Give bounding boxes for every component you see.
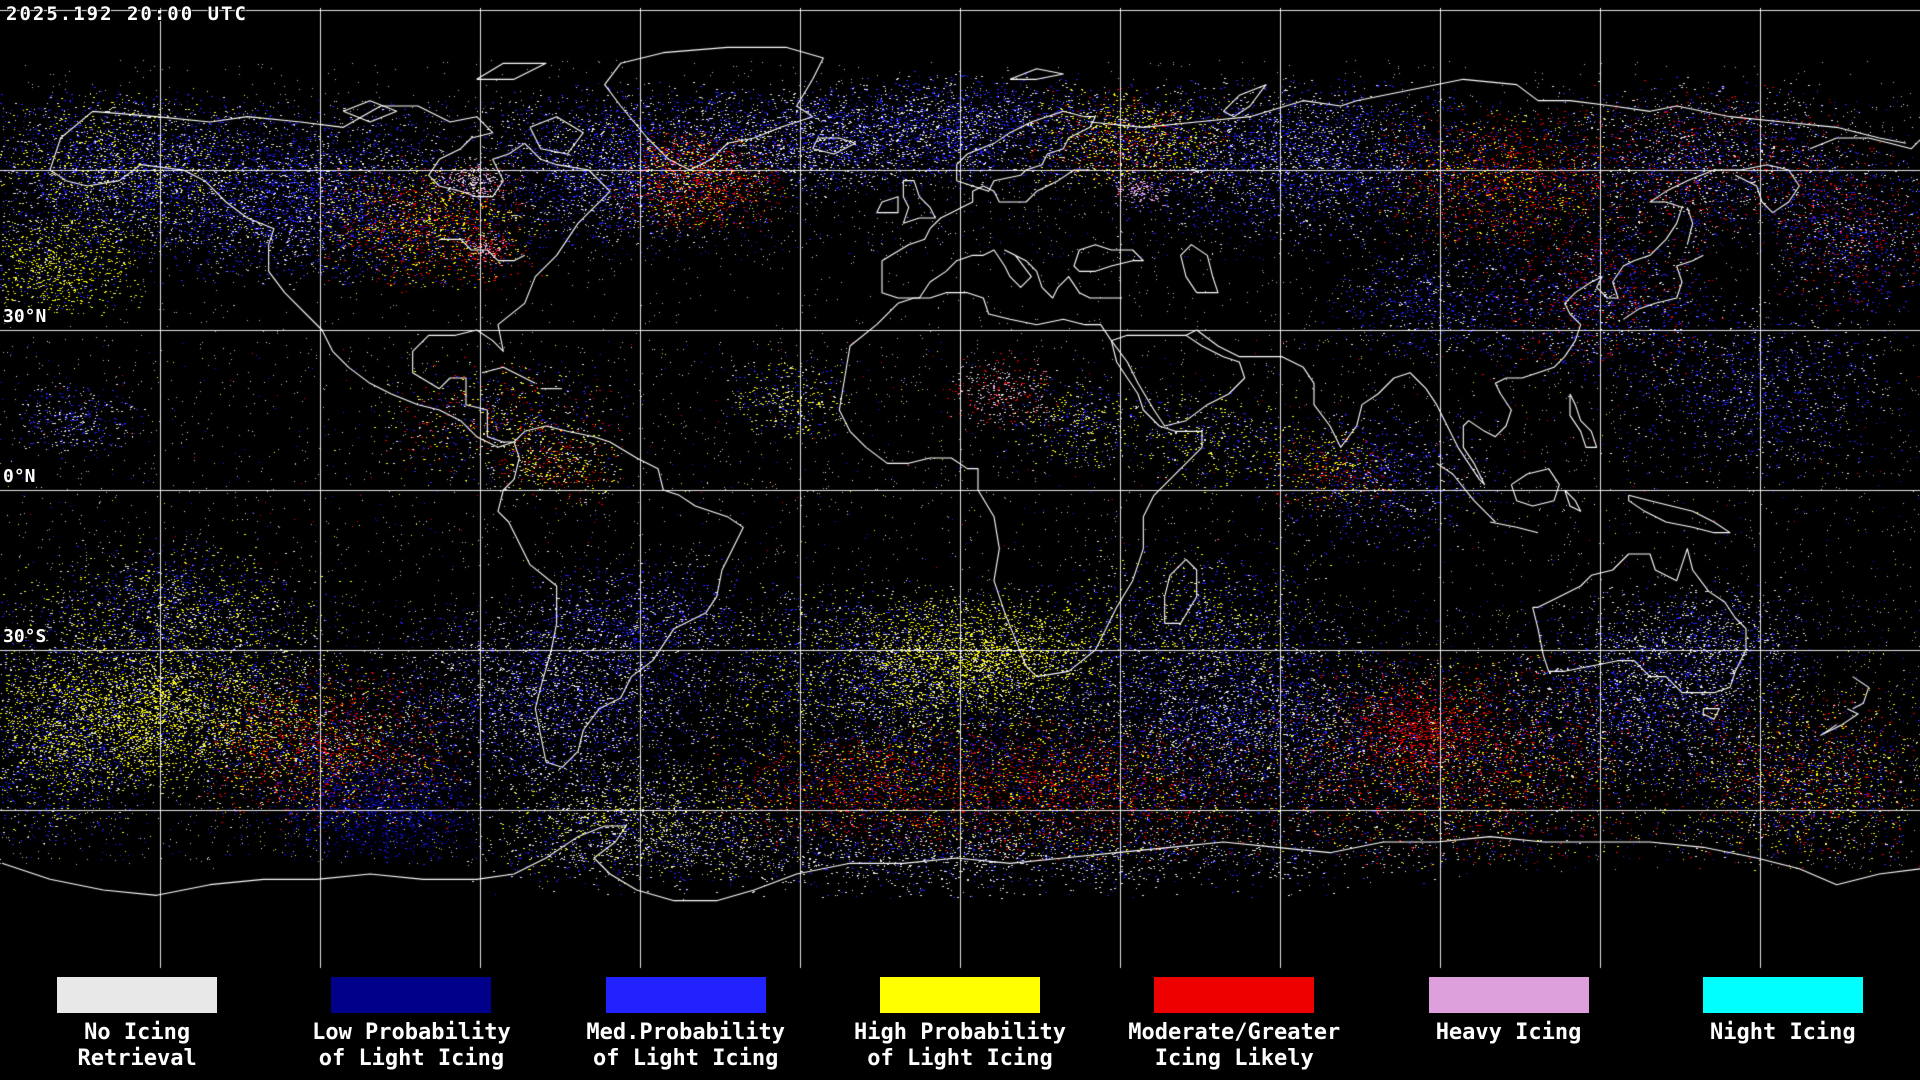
world-icing-map-canvas (0, 0, 1920, 970)
legend-swatch (1428, 977, 1589, 1013)
legend-label-line1: Med.Probability (586, 1020, 786, 1045)
legend-label-line2: of Light Icing (318, 1046, 505, 1071)
lat-label-0n: 0°N (3, 466, 36, 487)
legend-swatch (1154, 977, 1315, 1013)
legend-item-moderate-greater: Moderate/Greater Icing Likely (1097, 977, 1371, 1080)
legend-item-night-icing: Night Icing (1646, 977, 1920, 1080)
legend-label-line2: Icing Likely (1154, 1046, 1314, 1071)
legend-swatch (57, 977, 218, 1013)
legend-swatch (879, 977, 1040, 1013)
legend-swatch (1702, 977, 1863, 1013)
legend-label-line1: Low Probability (312, 1020, 511, 1045)
timestamp: 2025.192 20:00 UTC (6, 3, 248, 25)
legend-item-med-probability: Med.Probability of Light Icing (549, 977, 823, 1080)
map-area: 2025.192 20:00 UTC 30°N 0°N 30°S (0, 0, 1920, 970)
legend-swatch (331, 977, 492, 1013)
legend-item-heavy-icing: Heavy Icing (1371, 977, 1645, 1080)
legend-item-high-probability: High Probability of Light Icing (823, 977, 1097, 1080)
legend-label-line2: of Light Icing (867, 1046, 1053, 1071)
legend-label-line1: Moderate/Greater (1128, 1020, 1341, 1045)
legend-label-line1: No Icing (84, 1020, 191, 1045)
legend-label-line1: Heavy Icing (1435, 1020, 1582, 1045)
legend-label-line1: Night Icing (1709, 1020, 1856, 1045)
lat-label-30s: 30°S (3, 626, 47, 647)
legend-label-line1: High Probability (854, 1020, 1066, 1045)
legend-item-low-probability: Low Probability of Light Icing (274, 977, 548, 1080)
legend: No Icing Retrieval Low Probability of Li… (0, 970, 1920, 1080)
legend-label-line2: Retrieval (77, 1046, 197, 1071)
legend-swatch (605, 977, 766, 1013)
legend-label-line2: of Light Icing (592, 1046, 779, 1071)
legend-item-no-icing-retrieval: No Icing Retrieval (0, 977, 274, 1080)
lat-label-30n: 30°N (3, 306, 47, 327)
